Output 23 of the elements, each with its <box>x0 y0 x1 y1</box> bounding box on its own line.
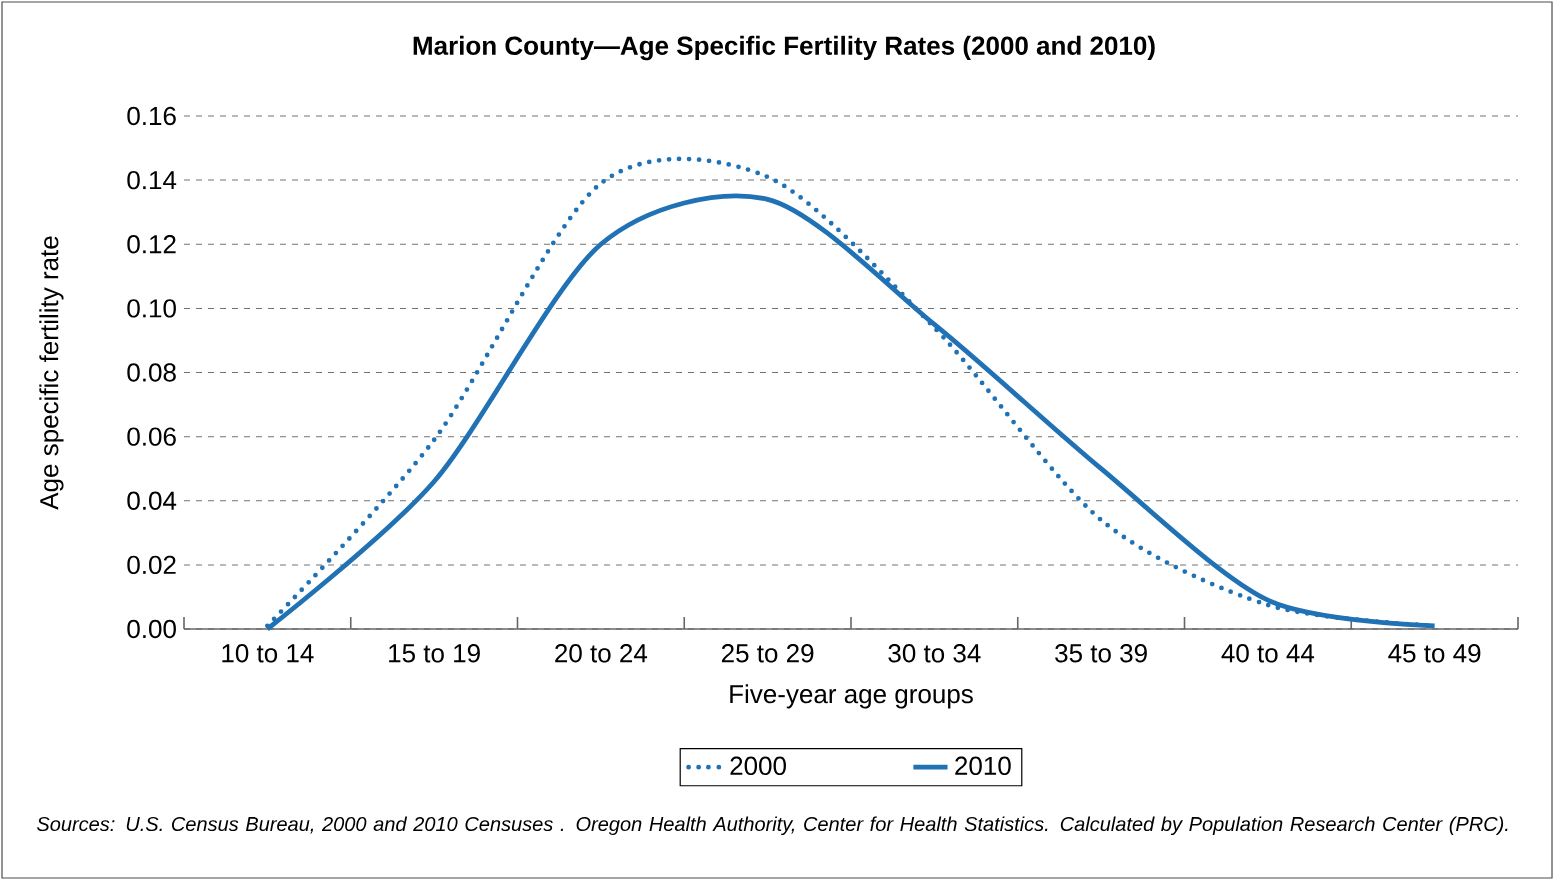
legend-label: 2010 <box>955 756 1011 776</box>
y-tick-label: 0.10 <box>127 299 176 318</box>
chart-title: Marion County—Age Specific Fertility Rates (2000 and 2010) <box>413 35 1155 61</box>
x-axis-title: Five-year age groups <box>730 684 973 709</box>
y-tick-label: 0.12 <box>127 235 176 254</box>
x-tick-label: 45 to 49 <box>1388 644 1481 663</box>
y-tick-label: 0.02 <box>127 555 176 575</box>
y-tick-label: 0.08 <box>127 363 176 382</box>
y-tick-label: 0.14 <box>127 170 177 190</box>
y-tick-label: 0.16 <box>127 106 176 126</box>
y-tick-label: 0.06 <box>127 427 176 446</box>
source-note: Sources: U.S. Census Bureau, 2000 and 2010 Censuses . Oregon Health Authority, Center for Health Statistics. Calculated by Population Research Center (PRC). <box>36 816 1508 836</box>
x-tick-label: 20 to 24 <box>555 644 648 663</box>
x-tick-label: 15 to 19 <box>389 644 480 663</box>
y-tick-label: 0.00 <box>127 619 176 639</box>
y-axis-title: Age specific fertility rate <box>39 236 64 510</box>
x-tick-label: 10 to 14 <box>222 644 314 663</box>
x-tick-label: 25 to 29 <box>721 644 814 663</box>
legend-label: 2000 <box>730 756 786 776</box>
x-tick-label: 40 to 44 <box>1221 644 1315 663</box>
y-tick-label: 0.04 <box>127 491 177 510</box>
x-tick-label: 30 to 34 <box>888 644 981 663</box>
x-tick-label: 35 to 39 <box>1055 644 1147 663</box>
